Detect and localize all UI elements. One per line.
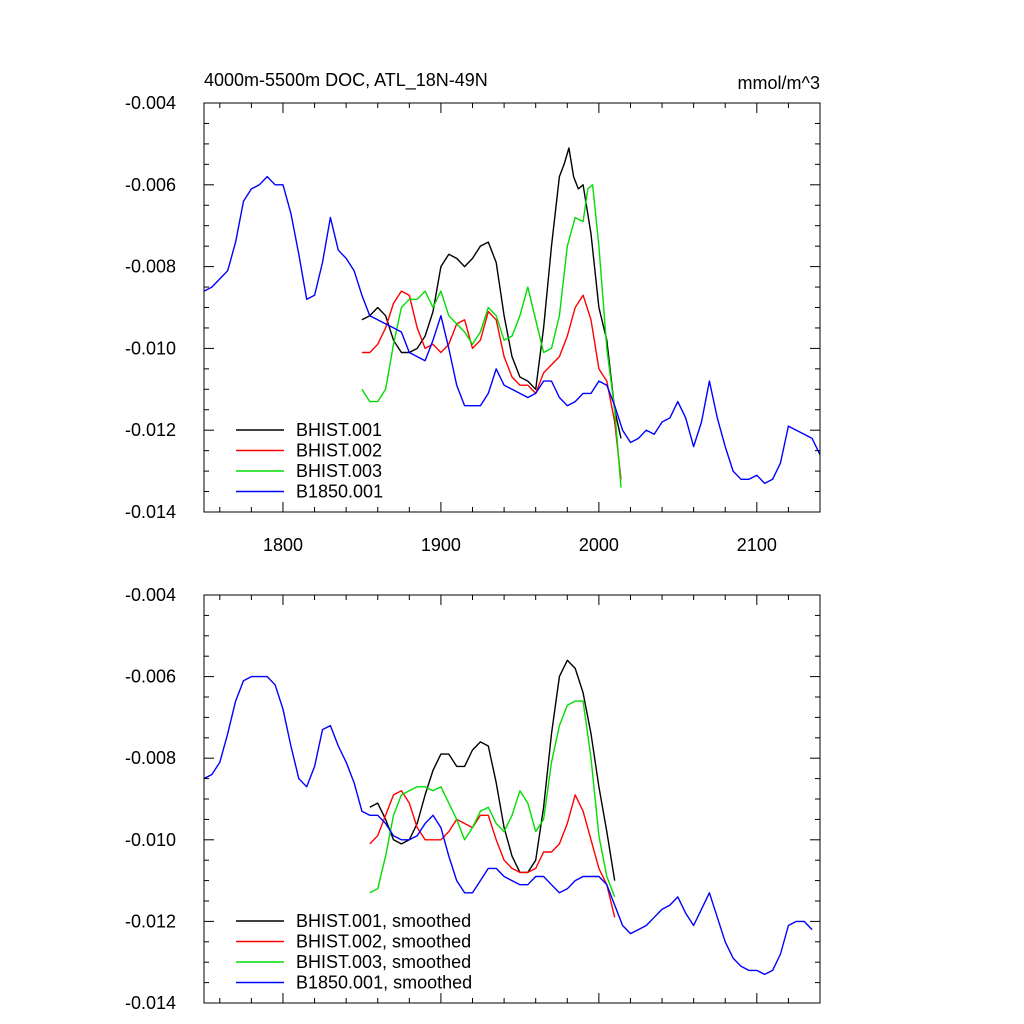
y-tick-label: -0.012 xyxy=(125,911,176,931)
y-tick-label: -0.006 xyxy=(125,667,176,687)
bottom-panel: -0.004 -0.006 -0.008 -0.010 -0.012 -0.014 BHIS… xyxy=(125,585,821,1013)
series-line-3 xyxy=(369,700,616,898)
y-tick-label: -0.008 xyxy=(125,257,176,277)
legend-label: B1850.001, smoothed xyxy=(296,973,472,993)
x-tick-label: 2000 xyxy=(579,535,619,555)
y-tick-label: -0.004 xyxy=(125,585,176,605)
series-line-1 xyxy=(369,659,616,881)
x-tick-label: 1800 xyxy=(263,535,303,555)
top-panel: -0.004 -0.006 -0.008 -0.010 -0.012 -0.014 1800… xyxy=(125,70,821,555)
series-line-3 xyxy=(361,184,622,488)
series-line-2 xyxy=(369,790,616,918)
series-line-1 xyxy=(361,147,622,439)
legend-label: B1850.001 xyxy=(296,482,383,502)
y-tick-label: -0.004 xyxy=(125,93,176,113)
legend-label: BHIST.002 xyxy=(296,441,382,461)
legend-label: BHIST.002, smoothed xyxy=(296,932,471,952)
y-tick-label: -0.010 xyxy=(125,830,176,850)
y-tick-label: -0.006 xyxy=(125,175,176,195)
series-line-4 xyxy=(204,675,813,976)
y-tick-label: -0.008 xyxy=(125,748,176,768)
units-label: mmol/m^3 xyxy=(738,73,820,93)
y-tick-label: -0.012 xyxy=(125,420,176,440)
legend-label: BHIST.003, smoothed xyxy=(296,952,471,972)
chart-title: 4000m-5500m DOC, ATL_18N-49N xyxy=(204,70,488,91)
legend-label: BHIST.003 xyxy=(296,461,382,481)
x-tick-label: 2100 xyxy=(737,535,777,555)
series-line-2 xyxy=(361,290,622,480)
x-tick-label: 1900 xyxy=(421,535,461,555)
y-tick-label: -0.014 xyxy=(125,502,176,522)
y-tick-label: -0.010 xyxy=(125,338,176,358)
series-line-4 xyxy=(204,175,820,485)
legend-label: BHIST.001 xyxy=(296,420,382,440)
legend-label: BHIST.001, smoothed xyxy=(296,911,471,931)
y-tick-label: -0.014 xyxy=(125,993,176,1013)
